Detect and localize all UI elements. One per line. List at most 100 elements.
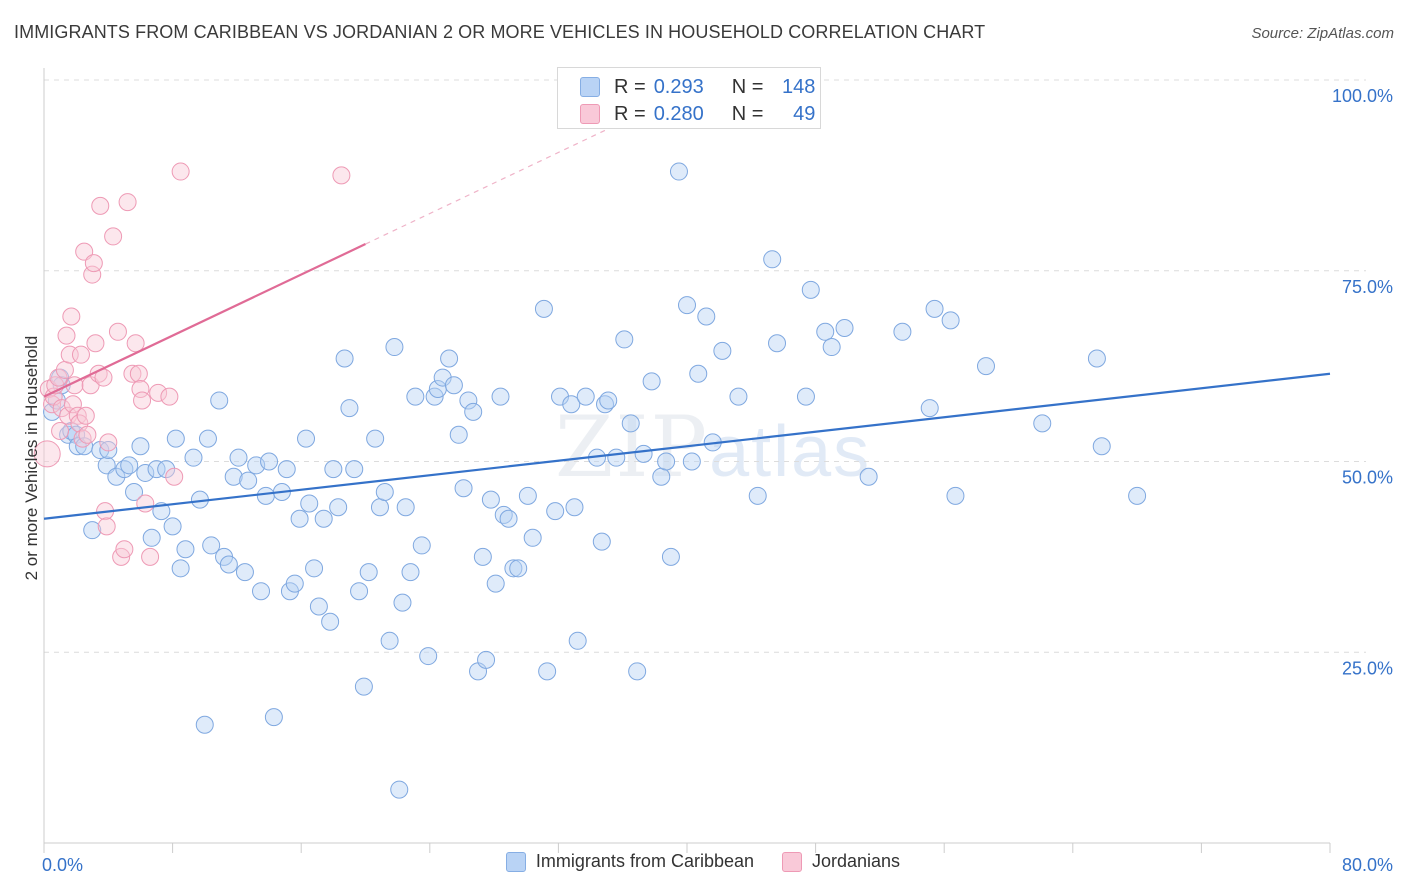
point-caribbean <box>393 593 412 612</box>
point-caribbean <box>366 429 385 448</box>
stats-r-value: 0.293 <box>653 75 704 98</box>
point-caribbean <box>925 299 944 318</box>
legend-item-caribbean[interactable]: Immigrants from Caribbean <box>505 851 754 872</box>
point-caribbean <box>546 502 565 521</box>
point-caribbean <box>335 349 354 368</box>
point-caribbean <box>176 540 195 559</box>
point-caribbean <box>568 631 587 650</box>
point-caribbean <box>1092 437 1111 456</box>
point-jordanians <box>84 254 103 273</box>
point-caribbean <box>499 509 518 528</box>
point-caribbean <box>385 338 404 357</box>
point-caribbean <box>229 448 248 467</box>
point-caribbean <box>822 338 841 357</box>
stats-n-value: 148 <box>782 75 816 98</box>
point-caribbean <box>195 715 214 734</box>
point-caribbean <box>239 471 258 490</box>
point-caribbean <box>459 391 478 410</box>
point-caribbean <box>634 444 653 463</box>
trendline-jordanians <box>43 243 366 398</box>
point-caribbean <box>252 582 271 601</box>
watermark: ZIPatlas <box>555 398 871 496</box>
point-caribbean <box>565 498 584 517</box>
stats-r-label: R = <box>614 102 646 125</box>
point-jordanians <box>115 540 134 559</box>
point-caribbean <box>440 349 459 368</box>
point-caribbean <box>166 429 185 448</box>
point-caribbean <box>324 460 343 479</box>
point-jordanians <box>141 547 160 566</box>
bottom-legend: Immigrants from Caribbean Jordanians <box>0 851 1406 872</box>
point-jordanians <box>99 433 118 452</box>
point-caribbean <box>256 486 275 505</box>
point-caribbean <box>607 448 626 467</box>
axes <box>43 68 1331 853</box>
point-caribbean <box>260 452 279 471</box>
point-caribbean <box>131 437 150 456</box>
point-caribbean <box>859 467 878 486</box>
point-jordanians <box>57 326 76 345</box>
point-caribbean <box>345 460 364 479</box>
legend-swatch-blue <box>505 851 526 872</box>
point-jordanians <box>160 387 179 406</box>
trendline-jordanians-extension <box>365 121 623 245</box>
series-caribbean-points <box>43 162 1147 799</box>
point-jordanians <box>136 494 155 513</box>
point-caribbean <box>477 650 496 669</box>
point-caribbean <box>290 509 309 528</box>
point-caribbean <box>264 708 283 727</box>
stats-n-value: 49 <box>793 102 816 125</box>
point-caribbean <box>615 330 634 349</box>
point-caribbean <box>801 280 820 299</box>
point-jordanians <box>133 391 152 410</box>
point-caribbean <box>449 425 468 444</box>
point-caribbean <box>309 597 328 616</box>
point-caribbean <box>125 483 144 502</box>
point-caribbean <box>621 414 640 433</box>
point-caribbean <box>359 563 378 582</box>
y-tick-label: 50.0% <box>1342 468 1393 488</box>
point-jordanians <box>131 380 150 399</box>
point-caribbean <box>976 357 995 376</box>
point-caribbean <box>486 574 505 593</box>
point-caribbean <box>518 486 537 505</box>
stats-row-jordanians: R = 0.280 N = 49 <box>580 101 815 127</box>
source-label: Source: ZipAtlas.com <box>1251 25 1394 42</box>
point-caribbean <box>920 399 939 418</box>
point-jordanians <box>52 399 71 418</box>
point-caribbean <box>893 322 912 341</box>
point-caribbean <box>297 429 316 448</box>
point-caribbean <box>285 574 304 593</box>
point-jordanians <box>86 334 105 353</box>
point-caribbean <box>835 318 854 337</box>
point-caribbean <box>370 498 389 517</box>
stats-legend-box: R = 0.293 N = 148 R = 0.280 N = 49 <box>557 67 821 129</box>
point-caribbean <box>491 387 510 406</box>
point-jordanians <box>104 227 123 246</box>
point-caribbean <box>538 662 557 681</box>
stats-n-label: N = <box>731 75 764 98</box>
point-caribbean <box>396 498 415 517</box>
point-jordanians <box>62 307 81 326</box>
point-caribbean <box>163 517 182 536</box>
point-caribbean <box>562 395 581 414</box>
legend-label-caribbean: Immigrants from Caribbean <box>535 851 754 871</box>
point-jordanians <box>91 196 110 215</box>
stats-swatch-pink <box>580 104 600 124</box>
point-caribbean <box>748 486 767 505</box>
tick-labels: 25.0% 50.0% 75.0% 100.0% 0.0% 80.0% <box>42 86 1393 875</box>
point-jordanians <box>149 383 168 402</box>
point-jordanians <box>71 345 90 364</box>
point-jordanians <box>76 406 95 425</box>
point-jordanians <box>123 364 142 383</box>
legend-item-jordanians[interactable]: Jordanians <box>782 851 900 872</box>
point-caribbean <box>661 547 680 566</box>
watermark-atlas: atlas <box>709 412 872 492</box>
point-caribbean <box>1087 349 1106 368</box>
point-jordanians <box>63 395 82 414</box>
point-caribbean <box>464 402 483 421</box>
point-caribbean <box>224 467 243 486</box>
point-caribbean <box>682 452 701 471</box>
point-caribbean <box>697 307 716 326</box>
stats-n-label: N = <box>731 102 764 125</box>
